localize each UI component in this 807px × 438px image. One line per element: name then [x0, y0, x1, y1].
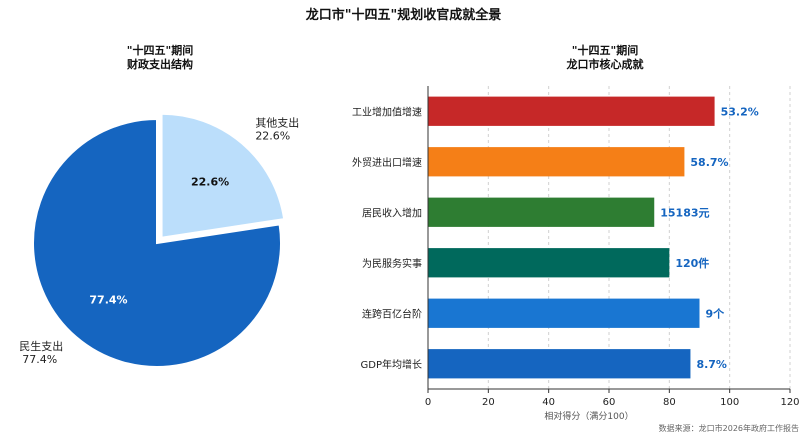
- bar: [428, 248, 670, 278]
- bar-value-label: 53.2%: [721, 105, 759, 118]
- bar: [428, 96, 715, 126]
- pie-slice-percent-label: 77.4%: [89, 293, 127, 306]
- pie-slice-value-label: 77.4%: [22, 353, 57, 366]
- bar-value-label: 15183元: [660, 206, 709, 219]
- pie-slice: [32, 117, 282, 368]
- data-source-note: 数据来源：龙口市2026年政府工作报告: [658, 424, 799, 433]
- pie-slice-name-label: 民生支出: [19, 339, 63, 353]
- x-tick-label: 20: [482, 397, 495, 408]
- x-tick-label: 80: [663, 397, 676, 408]
- y-tick-label: 工业增加值增速: [352, 105, 422, 118]
- x-tick-label: 0: [425, 397, 431, 408]
- pie-slice-value-label: 22.6%: [255, 130, 290, 143]
- pie-slice-percent-label: 22.6%: [191, 175, 229, 188]
- pie-slice: [160, 112, 286, 239]
- bar-value-label: 58.7%: [690, 156, 728, 169]
- x-axis-label: 相对得分（满分100）: [544, 410, 633, 422]
- bar-chart-title-line1: "十四五"期间: [571, 44, 639, 57]
- pie-chart-title-line2: 财政支出结构: [127, 58, 193, 71]
- page-title: 龙口市"十四五"规划收官成就全景: [305, 8, 502, 23]
- bar-value-label: 9个: [706, 306, 726, 320]
- y-tick-label: 为民服务实事: [362, 257, 422, 270]
- bar-chart-title: "十四五"期间 龙口市核心成就: [505, 44, 705, 72]
- bar: [428, 147, 685, 177]
- y-tick-label: 外贸进出口增速: [352, 156, 422, 169]
- pie-chart-title-line1: "十四五"期间: [126, 44, 194, 57]
- bar-value-label: 120件: [675, 256, 709, 270]
- bar: [428, 298, 700, 328]
- pie-chart-title: "十四五"期间 财政支出结构: [60, 44, 260, 72]
- bar: [428, 349, 691, 379]
- x-tick-label: 40: [542, 397, 555, 408]
- x-tick-label: 100: [720, 397, 739, 408]
- pie-slice-name-label: 其他支出: [255, 116, 299, 130]
- bar-value-label: 8.7%: [696, 358, 727, 371]
- y-tick-label: 连跨百亿台阶: [362, 307, 422, 320]
- y-tick-label: 居民收入增加: [362, 206, 422, 219]
- bar-chart-title-line2: 龙口市核心成就: [566, 58, 644, 71]
- x-tick-label: 120: [780, 397, 799, 408]
- x-tick-label: 60: [603, 397, 616, 408]
- bar: [428, 197, 655, 227]
- y-tick-label: GDP年均增长: [361, 358, 422, 371]
